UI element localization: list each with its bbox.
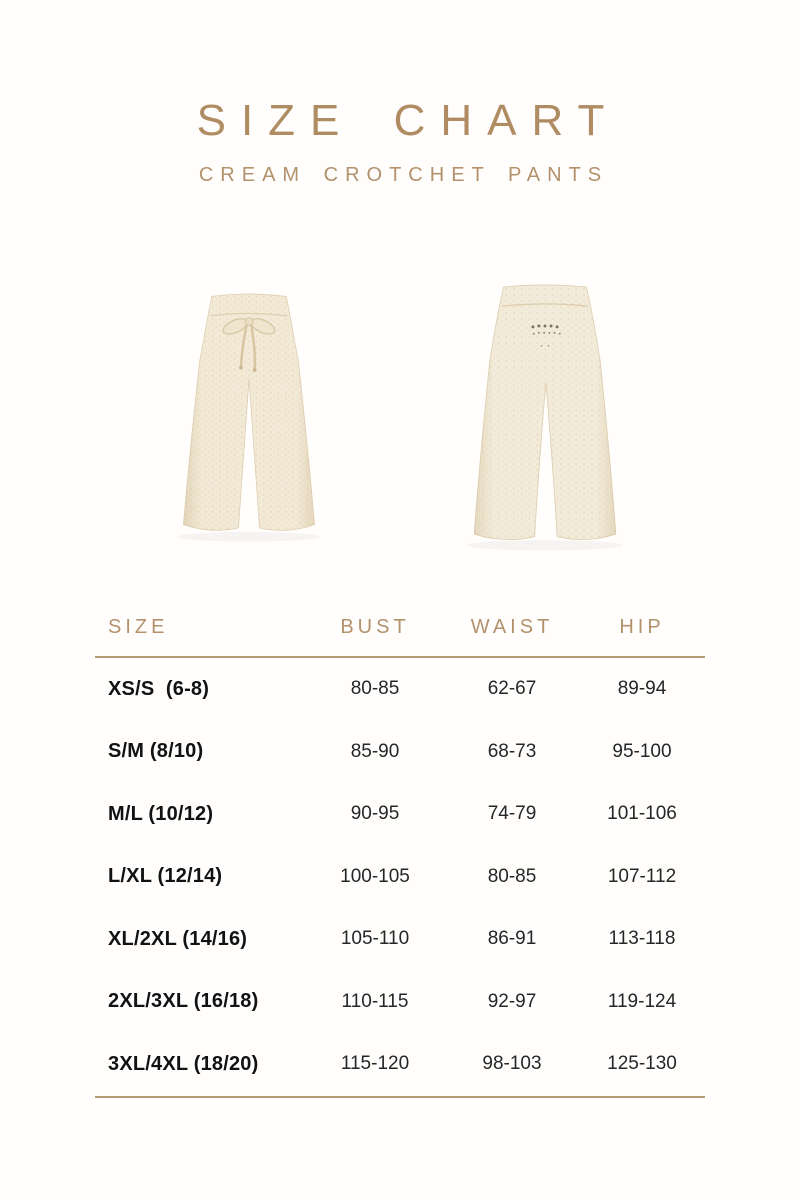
waist-cell: 86-91 bbox=[487, 928, 537, 950]
page-subtitle: CREAM CROTCHET PANTS bbox=[198, 164, 609, 186]
table-header-row: SIZE BUST WAIST HIP bbox=[95, 610, 705, 644]
drawstring-bow bbox=[222, 317, 276, 372]
bust-cell: 80-85 bbox=[350, 678, 400, 700]
table-bottom-divider bbox=[95, 1095, 705, 1098]
table-row: 3XL/4XL (18/20) 115-120 98-103 125-130 bbox=[95, 1033, 705, 1096]
page-title: SIZE CHART bbox=[196, 96, 620, 145]
table-row: S/M (8/10) 85-90 68-73 95-100 bbox=[95, 721, 705, 784]
bust-cell: 110-115 bbox=[341, 990, 409, 1012]
waist-cell: 68-73 bbox=[487, 740, 537, 762]
waist-cell: 98-103 bbox=[482, 1053, 542, 1075]
table-header-size: SIZE bbox=[108, 615, 169, 638]
size-cell: L/XL (12/14) bbox=[108, 865, 223, 888]
table-row: M/L (10/12) 90-95 74-79 101-106 bbox=[95, 783, 705, 846]
care-label-stitching bbox=[531, 324, 561, 347]
size-cell: S/M (8/10) bbox=[108, 740, 204, 763]
bust-cell: 105-110 bbox=[340, 928, 410, 950]
table-row: 2XL/3XL (16/18) 110-115 92-97 119-124 bbox=[95, 971, 705, 1034]
size-table: SIZE BUST WAIST HIP XS/S (6-8) 80-85 62-… bbox=[95, 610, 705, 1098]
hip-cell: 89-94 bbox=[617, 678, 667, 700]
table-row: XL/2XL (14/16) 105-110 86-91 113-118 bbox=[95, 908, 705, 971]
size-cell: XL/2XL (14/16) bbox=[108, 927, 248, 950]
hip-cell: 119-124 bbox=[607, 990, 677, 1012]
pants-front-image bbox=[160, 256, 338, 578]
bust-cell: 100-105 bbox=[340, 865, 410, 887]
size-cell: 2XL/3XL (16/18) bbox=[108, 990, 259, 1013]
bust-cell: 115-120 bbox=[340, 1053, 410, 1075]
size-cell: XS/S (6-8) bbox=[108, 677, 210, 700]
table-header-bust: BUST bbox=[340, 615, 410, 638]
table-header-waist: WAIST bbox=[470, 615, 554, 638]
hip-cell: 107-112 bbox=[607, 865, 677, 887]
waist-cell: 74-79 bbox=[487, 803, 537, 825]
hip-cell: 101-106 bbox=[607, 803, 677, 825]
waist-cell: 92-97 bbox=[487, 990, 537, 1012]
hip-cell: 125-130 bbox=[607, 1053, 677, 1075]
waist-cell: 80-85 bbox=[487, 865, 537, 887]
table-row: XS/S (6-8) 80-85 62-67 89-94 bbox=[95, 658, 705, 721]
pants-back-image bbox=[450, 254, 640, 581]
waist-cell: 62-67 bbox=[487, 678, 537, 700]
table-row: L/XL (12/14) 100-105 80-85 107-112 bbox=[95, 846, 705, 909]
table-top-divider bbox=[95, 656, 705, 658]
size-cell: 3XL/4XL (18/20) bbox=[108, 1052, 259, 1075]
bust-cell: 90-95 bbox=[350, 803, 400, 825]
pants-back-waistband bbox=[501, 303, 589, 307]
hip-cell: 113-118 bbox=[608, 928, 676, 950]
size-cell: M/L (10/12) bbox=[108, 802, 214, 825]
hip-cell: 95-100 bbox=[612, 740, 672, 762]
pants-front-waistband bbox=[210, 312, 288, 317]
table-header-hip: HIP bbox=[619, 615, 665, 638]
bust-cell: 85-90 bbox=[350, 740, 400, 762]
